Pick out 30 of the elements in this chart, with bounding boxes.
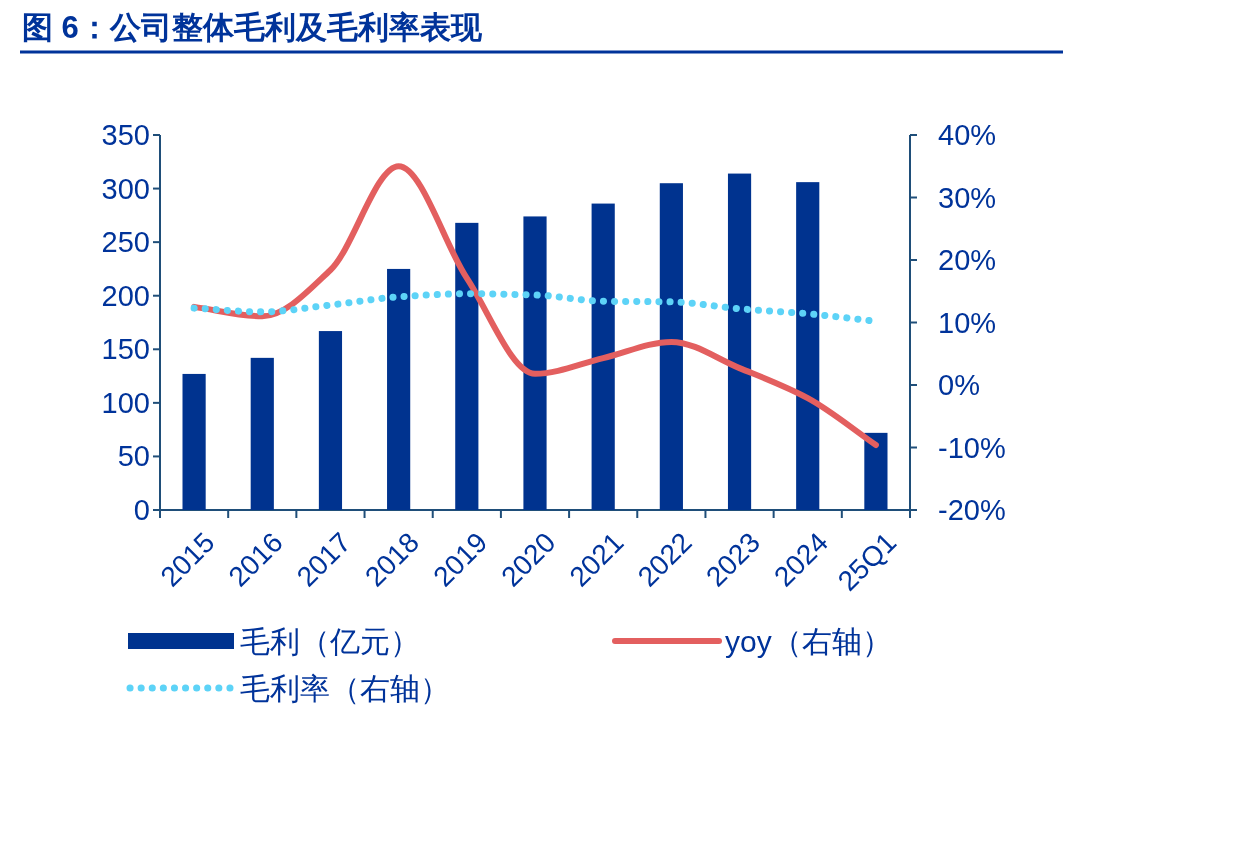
bar <box>591 203 615 510</box>
y2-tick-label: 20% <box>938 244 997 276</box>
y-tick-label: 250 <box>101 226 150 259</box>
y2-tick-label: 10% <box>938 306 997 339</box>
y2-tick-label: -10% <box>938 431 1006 464</box>
legend-label: 毛利率（右轴） <box>240 672 450 705</box>
y-tick-label: 200 <box>101 279 150 312</box>
y-tick-label: 100 <box>101 386 150 419</box>
legend-label: 毛利（亿元） <box>240 625 420 658</box>
bar <box>864 432 888 510</box>
bar <box>659 183 683 510</box>
y-tick-label: 0 <box>133 494 150 526</box>
chart-title: 图 6：公司整体毛利及毛利率表现 <box>22 10 483 45</box>
bar <box>796 182 820 510</box>
y-tick-label: 50 <box>117 440 150 473</box>
bar <box>523 216 547 510</box>
y-tick-label: 350 <box>101 119 150 151</box>
bar <box>455 222 479 510</box>
y2-tick-label: 0% <box>938 369 980 401</box>
y2-tick-label: -20% <box>938 494 1006 526</box>
y2-tick-label: 30% <box>938 181 997 214</box>
bar <box>387 268 411 510</box>
y-tick-label: 150 <box>101 333 150 366</box>
bar <box>182 373 206 510</box>
legend-label: yoy（右轴） <box>725 625 892 658</box>
y2-tick-label: 40% <box>938 119 997 151</box>
bar <box>318 331 343 510</box>
y-tick-label: 300 <box>101 172 150 205</box>
bar <box>250 357 274 510</box>
bar <box>727 173 752 510</box>
